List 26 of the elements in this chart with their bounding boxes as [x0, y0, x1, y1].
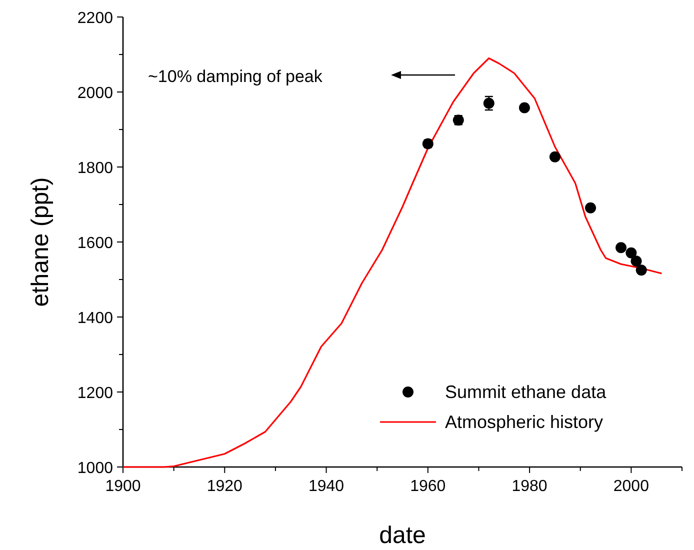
- legend-label: Summit ethane data: [445, 382, 608, 402]
- legend-label: Atmospheric history: [445, 412, 604, 432]
- y-tick-label: 2000: [77, 85, 114, 102]
- y-tick-label: 1400: [77, 310, 114, 327]
- y-tick-label: 1000: [77, 460, 114, 477]
- x-tick-label: 1980: [512, 478, 548, 495]
- x-axis-title: date: [379, 522, 426, 549]
- line-series: [122, 57, 662, 468]
- x-tick-label: 1940: [308, 478, 344, 495]
- y-axis-title: ethane (ppt): [27, 177, 54, 307]
- point: [630, 256, 642, 267]
- x-tick-label: 1960: [410, 478, 446, 495]
- point: [549, 151, 560, 162]
- y-tick-label: 1800: [77, 160, 114, 177]
- annotation: ~10% damping of peak: [148, 67, 323, 86]
- point: [585, 202, 596, 214]
- point: [518, 102, 530, 114]
- y-tick-label: 1200: [77, 385, 114, 402]
- y-tick-label: 2200: [77, 10, 114, 27]
- y-tick-label: 1600: [77, 235, 114, 252]
- x-tick-label: 1920: [206, 478, 243, 495]
- point: [616, 242, 627, 254]
- point: [636, 264, 647, 276]
- x-tick-label: 1900: [105, 478, 141, 495]
- point: [626, 247, 637, 258]
- x-tick-label: 2000: [613, 478, 650, 495]
